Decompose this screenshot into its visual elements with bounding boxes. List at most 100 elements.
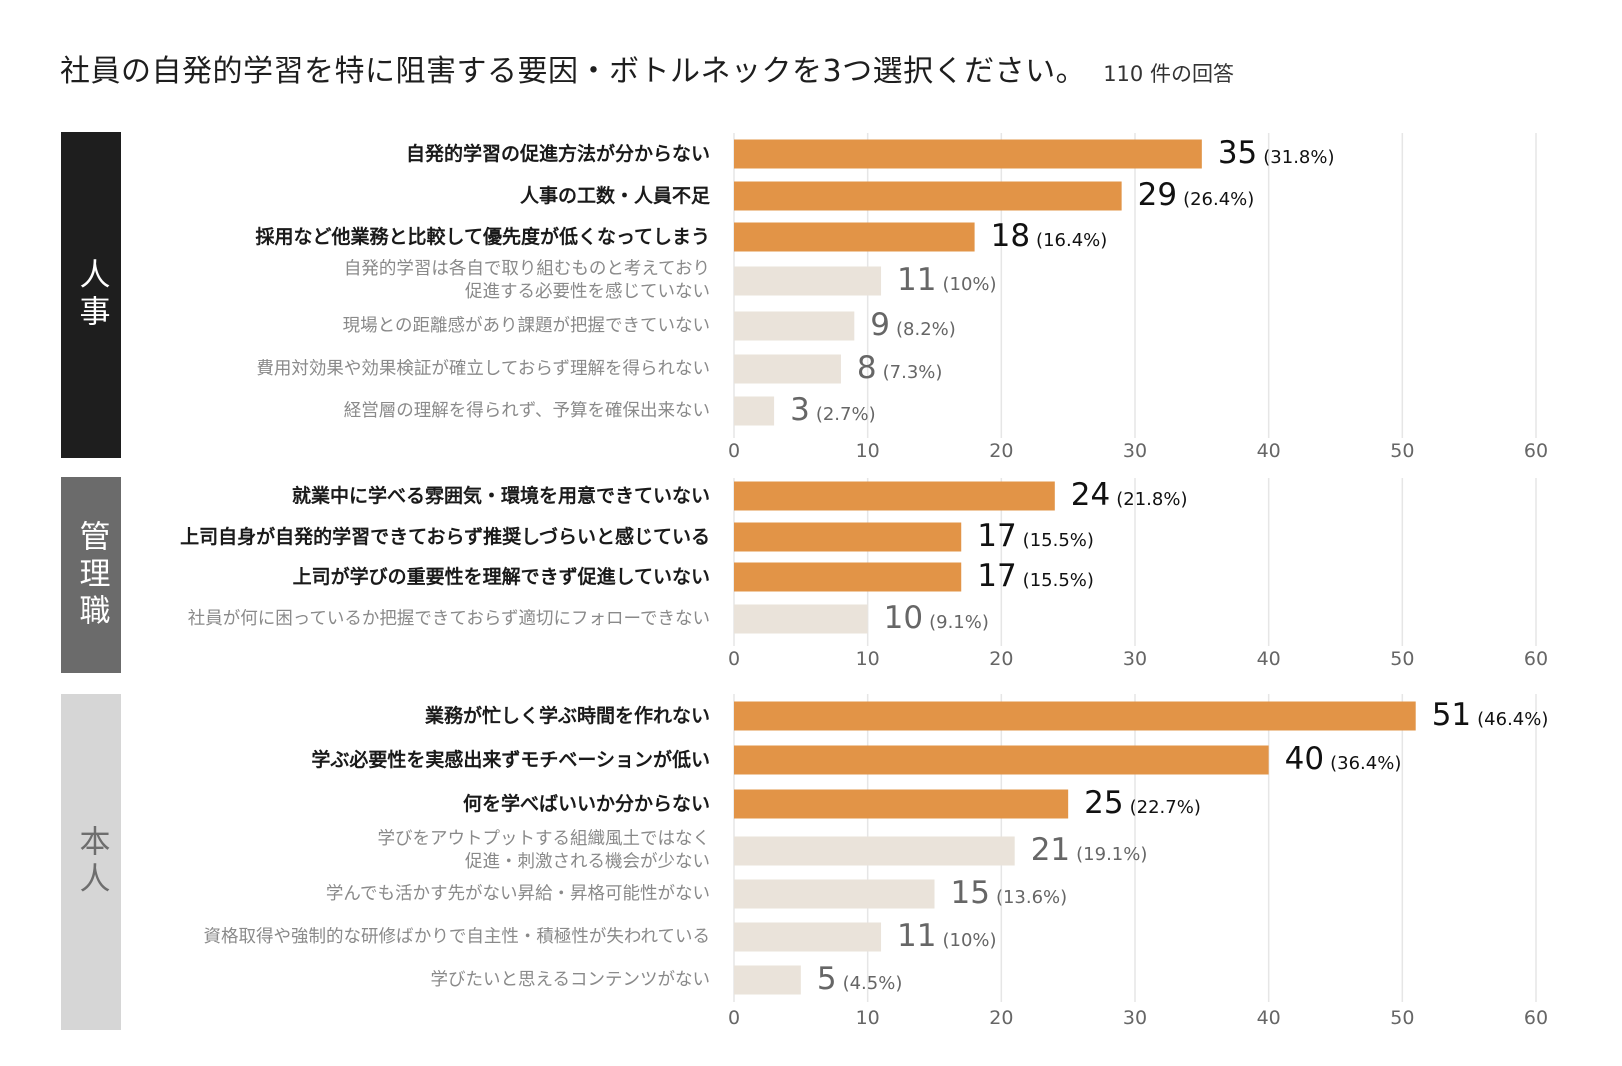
x-tick-label: 0 <box>727 440 741 462</box>
value-percent: (7.3%) <box>882 362 943 383</box>
x-tick-label: 10 <box>855 1007 880 1029</box>
value-label: 3 (2.7%) <box>790 395 876 426</box>
value-label: 25 (22.7%) <box>1084 788 1201 819</box>
value-label: 24 (21.8%) <box>1071 480 1188 511</box>
x-tick-label: 30 <box>1122 440 1148 462</box>
bar <box>734 522 962 552</box>
bar <box>734 396 775 426</box>
x-tick-label: 50 <box>1390 648 1415 670</box>
value-count: 24 <box>1070 477 1111 513</box>
value-percent: (10%) <box>942 274 997 295</box>
value-percent: (36.4%) <box>1330 753 1402 774</box>
x-tick-label: 40 <box>1256 440 1281 462</box>
category-label: 採用など他業務と比較して優先度が低くなってしまう <box>255 225 710 248</box>
group-label-text: 本人 <box>73 825 110 899</box>
bar <box>734 311 855 341</box>
x-tick-label: 10 <box>855 648 880 670</box>
value-count: 15 <box>950 875 990 911</box>
bar <box>734 562 962 592</box>
x-tick-label: 0 <box>727 1007 741 1029</box>
bar <box>734 789 1069 819</box>
category-label: 経営層の理解を得られず、予算を確保出来ない <box>343 400 710 421</box>
category-label: 学びをアウトプットする組織風土ではなく 促進・刺激される機会が少ない <box>377 829 711 872</box>
group-band <box>61 477 121 673</box>
value-count: 5 <box>816 961 837 997</box>
bar <box>734 965 801 995</box>
value-count: 17 <box>977 558 1017 594</box>
group-label: 管理職 <box>61 477 121 673</box>
value-count: 11 <box>897 918 937 954</box>
category-label: 現場との距離感があり課題が把握できていない <box>342 315 710 336</box>
group-band <box>61 694 121 1030</box>
value-label: 40 (36.4%) <box>1285 744 1402 775</box>
category-label: 自発的学習は各自で取り組むものと考えており 促進する必要性を感じていない <box>343 259 710 302</box>
x-tick-label: 60 <box>1523 440 1549 462</box>
value-percent: (16.4%) <box>1036 230 1108 251</box>
value-label: 51 (46.4%) <box>1432 700 1549 731</box>
group-label: 人事 <box>61 132 121 458</box>
value-count: 9 <box>870 307 891 343</box>
value-percent: (21.8%) <box>1116 489 1188 510</box>
category-label: 学んでも活かす先がない昇給・昇格可能性がない <box>325 883 710 904</box>
value-count: 51 <box>1431 697 1472 733</box>
value-label: 8 (7.3%) <box>857 353 943 384</box>
value-label: 11 (10%) <box>897 265 997 296</box>
value-percent: (31.8%) <box>1263 147 1335 168</box>
category-label: 資格取得や強制的な研修ばかりで自主性・積極性が失われている <box>203 926 710 947</box>
value-count: 25 <box>1084 785 1124 821</box>
value-label: 10 (9.1%) <box>884 603 989 634</box>
category-label: 上司自身が自発的学習できておらず推奨しづらいと感じている <box>180 525 710 548</box>
x-tick-label: 50 <box>1390 440 1415 462</box>
value-percent: (4.5%) <box>842 973 903 994</box>
value-label: 15 (13.6%) <box>951 878 1068 909</box>
x-tick-label: 20 <box>989 648 1014 670</box>
value-label: 29 (26.4%) <box>1138 180 1255 211</box>
category-label: 業務が忙しく学ぶ時間を作れない <box>424 704 710 727</box>
value-percent: (19.1%) <box>1076 844 1148 865</box>
title-row: 社員の自発的学習を特に阻害する要因・ボトルネックを3つ選択ください。 110 件… <box>60 46 1234 90</box>
x-tick-label: 10 <box>855 440 880 462</box>
value-label: 21 (19.1%) <box>1031 835 1148 866</box>
value-percent: (10%) <box>942 930 997 951</box>
x-tick-label: 60 <box>1523 648 1549 670</box>
value-percent: (13.6%) <box>995 887 1068 908</box>
value-count: 17 <box>977 518 1017 554</box>
value-count: 40 <box>1284 741 1325 777</box>
x-tick-label: 60 <box>1523 1007 1549 1029</box>
category-label: 自発的学習の促進方法が分からない <box>405 142 710 165</box>
category-label: 社員が何に困っているか把握できておらず適切にフォローできない <box>187 608 710 629</box>
value-percent: (22.7%) <box>1129 797 1201 818</box>
x-tick-label: 0 <box>727 648 741 670</box>
bar <box>734 139 1202 169</box>
x-tick-label: 40 <box>1256 648 1281 670</box>
group-band <box>61 132 121 458</box>
group-label-text: 管理職 <box>73 519 110 631</box>
category-label: 就業中に学べる雰囲気・環境を用意できていない <box>291 484 710 507</box>
category-label: 費用対効果や効果検証が確立しておらず理解を得られない <box>256 358 710 379</box>
bar <box>734 481 1055 511</box>
bar <box>734 879 935 909</box>
value-count: 35 <box>1217 135 1258 171</box>
category-label: 学びたいと思えるコンテンツがない <box>430 969 710 990</box>
value-count: 21 <box>1030 832 1071 868</box>
category-label: 何を学べばいいか分からない <box>462 792 710 815</box>
bar <box>734 266 882 296</box>
value-count: 10 <box>883 600 924 636</box>
category-label: 人事の工数・人員不足 <box>519 184 710 207</box>
value-percent: (9.1%) <box>929 612 989 633</box>
bar <box>734 354 841 384</box>
value-count: 11 <box>897 262 937 298</box>
x-tick-label: 30 <box>1122 1007 1148 1029</box>
bar <box>734 701 1416 731</box>
value-percent: (15.5%) <box>1022 570 1094 591</box>
value-label: 17 (15.5%) <box>977 521 1094 552</box>
value-count: 18 <box>990 218 1031 254</box>
value-label: 11 (10%) <box>897 921 997 952</box>
category-label: 上司が学びの重要性を理解できず促進していない <box>292 565 710 588</box>
value-label: 17 (15.5%) <box>977 561 1094 592</box>
group-label-text: 人事 <box>73 258 110 332</box>
value-percent: (26.4%) <box>1183 189 1255 210</box>
x-tick-label: 20 <box>989 1007 1014 1029</box>
bar <box>734 181 1122 211</box>
